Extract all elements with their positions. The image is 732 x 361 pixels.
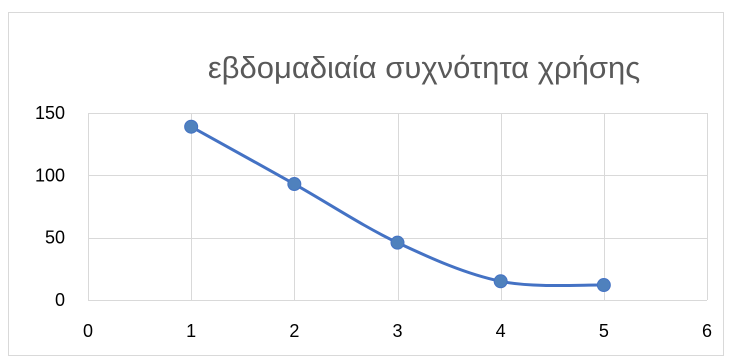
x-tick-label: 0: [83, 321, 93, 341]
y-tick-label: 100: [35, 165, 65, 185]
x-tick-label: 3: [392, 321, 402, 341]
x-tick-label: 5: [599, 321, 609, 341]
x-tick-label: 6: [702, 321, 712, 341]
data-point: [287, 177, 302, 192]
data-point: [493, 274, 508, 289]
data-point: [390, 235, 405, 250]
x-tick-label: 2: [289, 321, 299, 341]
tick-labels: 0 1 2 3 4 5 6 0 50 100 150: [35, 103, 712, 341]
x-tick-label: 4: [496, 321, 506, 341]
y-tick-label: 50: [45, 228, 65, 248]
chart-title: εβδομαδιαία συχνότητα χρήσης: [208, 50, 640, 85]
x-tick-label: 1: [186, 321, 196, 341]
data-point: [184, 119, 199, 134]
data-point: [596, 278, 611, 293]
y-tick-label: 150: [35, 103, 65, 123]
data-series: [184, 119, 611, 293]
y-tick-label: 0: [55, 290, 65, 310]
